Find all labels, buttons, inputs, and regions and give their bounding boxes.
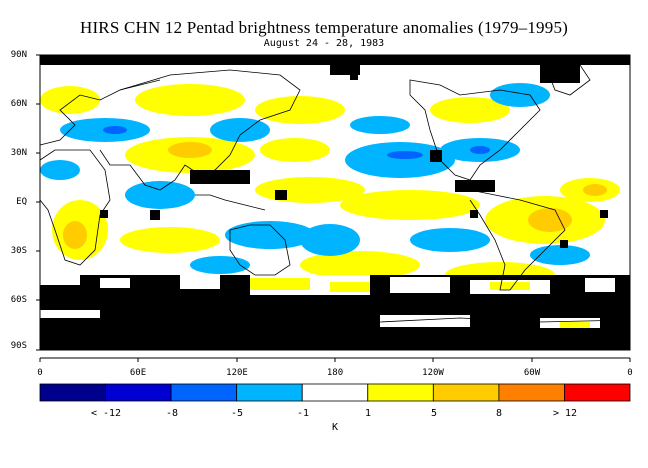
colorbar-swatch xyxy=(432,383,500,402)
colorbar-swatch xyxy=(170,383,238,402)
strong-positive-patches xyxy=(63,142,607,249)
lat-label-30n: 30N xyxy=(10,148,27,158)
map-title: HIRS CHN 12 Pentad brightness temperatur… xyxy=(79,18,569,37)
colorbar-label: < -12 xyxy=(90,408,122,419)
colorbar-label: 8 xyxy=(495,408,503,419)
lon-label-120e: 120E xyxy=(226,368,248,378)
coastlines xyxy=(39,64,631,331)
colorbar-swatch xyxy=(236,383,303,402)
lat-label-30s: 30S xyxy=(10,246,27,256)
strong-negative-patches xyxy=(103,126,490,159)
colorbar-swatch xyxy=(39,383,106,402)
colorbar-swatch xyxy=(498,383,565,402)
lat-label-90s: 90S xyxy=(10,341,27,351)
colorbar-label: -5 xyxy=(230,408,244,419)
lon-label-0-east: 0 xyxy=(627,368,633,378)
lon-label-60e: 60E xyxy=(129,368,147,378)
map-subtitle: August 24 - 28, 1983 xyxy=(263,38,385,49)
southern-ocean-yellow xyxy=(250,278,590,328)
lat-label-eq: EQ xyxy=(16,197,27,207)
lon-label-0: 0 xyxy=(37,368,43,378)
colorbar-unit: K xyxy=(331,422,339,433)
lon-label-60w: 60W xyxy=(523,368,541,378)
colorbar-label: 1 xyxy=(364,408,372,419)
positive-anomaly-patches xyxy=(40,84,620,295)
map-area xyxy=(39,54,631,351)
colorbar-swatch xyxy=(367,383,434,402)
lat-label-60s: 60S xyxy=(10,295,27,305)
longitude-axis xyxy=(39,357,631,362)
colorbar-label: -8 xyxy=(165,408,179,419)
lon-label-180: 180 xyxy=(326,368,344,378)
colorbar xyxy=(39,383,631,402)
lat-label-60n: 60N xyxy=(10,99,27,109)
colorbar-label: 5 xyxy=(430,408,438,419)
lon-label-120w: 120W xyxy=(422,368,444,378)
colorbar-swatch xyxy=(105,383,172,402)
colorbar-swatch xyxy=(301,383,369,402)
colorbar-swatch xyxy=(564,383,631,402)
colorbar-label: -1 xyxy=(296,408,310,419)
colorbar-label: > 12 xyxy=(552,408,578,419)
lat-label-90n: 90N xyxy=(10,50,27,60)
latitude-ticks xyxy=(36,54,40,351)
